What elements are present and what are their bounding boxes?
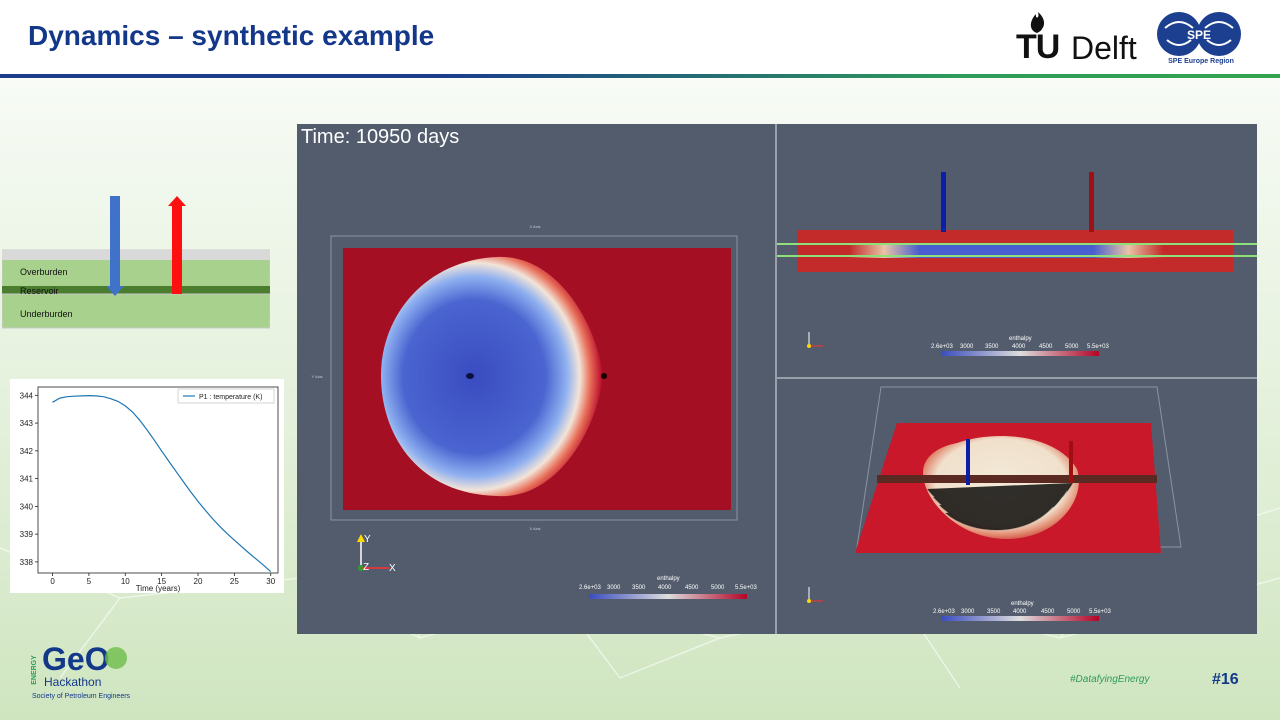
axes-triad: Y Z X (357, 534, 396, 574)
chart-plot-frame (37, 386, 279, 574)
x-tick-label: 20 (194, 577, 203, 586)
production-arrow-shaft (172, 204, 182, 294)
hashtag-text: #DatafyingEnergy (1070, 674, 1150, 685)
x-tick-label: 0 (50, 577, 55, 586)
spe-mark-text: SPE (1187, 28, 1211, 42)
series-line-p1-temperature (52, 394, 272, 573)
reservoir-section (797, 244, 1233, 258)
colorbar-tick: 5000 (1065, 344, 1079, 350)
colorbar-tick: 5.5e+03 (1087, 344, 1109, 350)
temperature-chart: 0 5 10 15 20 25 30 338 339 340 341 342 343 344 Time (y… (10, 379, 284, 593)
producer-well-3d (1069, 441, 1073, 483)
geo-energy-text: ENERGY (31, 655, 38, 685)
injector-well-marker (466, 373, 474, 379)
colorbar-left (589, 594, 747, 599)
top-axis-label: X Axis (529, 224, 540, 229)
y-tick-label: 341 (20, 475, 34, 484)
colorbar-title-top-right: enthalpy (1009, 336, 1032, 342)
layer-label-underburden: Underburden (20, 309, 73, 319)
injection-arrow-shaft (110, 196, 120, 288)
colorbar-tick: 3000 (960, 344, 974, 350)
slide-header: Dynamics – synthetic example TU Delft SP… (0, 0, 1280, 78)
tudelft-tu-text: TU (1016, 28, 1060, 66)
colorbar-tick: 3500 (632, 585, 646, 591)
colorbar-tick: 4000 (1013, 609, 1027, 615)
colorbar-tick: 2.6e+03 (933, 609, 955, 615)
fault-slab (877, 475, 1157, 483)
colorbar-tick: 2.6e+03 (579, 585, 601, 591)
tudelft-delft-text: Delft (1071, 30, 1137, 66)
colorbar-tick: 4000 (1012, 344, 1026, 350)
spe-logo: SPE (1157, 12, 1241, 56)
pane-divider-vertical[interactable] (775, 124, 777, 634)
time-label: Time: 10950 days (301, 126, 460, 148)
pane-divider-horizontal[interactable] (777, 377, 1257, 379)
colorbar-tick: 5000 (711, 585, 725, 591)
producer-well-marker (601, 373, 607, 379)
colorbar-tick: 4000 (658, 585, 672, 591)
page-number: #16 (1212, 671, 1239, 688)
temperature-chart-svg: 0 5 10 15 20 25 30 338 339 340 341 342 343 344 Time (y… (20, 386, 279, 593)
geo-hackathon-logo: ENERGY GeO Hackathon Society of Petroleu… (31, 641, 131, 700)
colorbar-tick: 4500 (1041, 609, 1055, 615)
legend-label: P1 : temperature (K) (199, 394, 262, 401)
colorbar-tick: 5.5e+03 (1089, 609, 1111, 615)
y-tick-label: 339 (20, 530, 34, 539)
colorbar-bottom-right (941, 616, 1099, 621)
cold-plume (381, 256, 603, 497)
triad-z-label: Z (363, 562, 369, 573)
production-arrow-icon (168, 196, 186, 206)
tudelft-logo: TU Delft (1016, 12, 1141, 66)
chart-legend-box (177, 388, 275, 404)
top-view-pane[interactable]: X Axis X Axis Y Axis Y Z X (297, 124, 775, 634)
colorbar-tick: 5000 (1067, 609, 1081, 615)
colorbar-top-right (941, 351, 1099, 356)
spe-caption: SPE Europe Region (1168, 58, 1234, 65)
perspective-view-pane[interactable] (777, 379, 1257, 634)
colorbar-tick: 5.5e+03 (735, 585, 757, 591)
side-view-pane[interactable] (777, 124, 1257, 377)
colorbar-tick: 4500 (685, 585, 699, 591)
injector-well (941, 172, 946, 232)
geo-name-text: GeO (42, 641, 110, 677)
axes-triad-small (807, 332, 823, 348)
x-tick-label: 5 (87, 577, 92, 586)
globe-icon (105, 647, 127, 669)
colorbar-tick: 3500 (985, 344, 999, 350)
colorbar-tick: 3500 (987, 609, 1001, 615)
colorbar-tick: 3000 (607, 585, 621, 591)
x-tick-label: 15 (157, 577, 166, 586)
colorbar-tick: 3000 (961, 609, 975, 615)
colorbar-title-bottom-right: enthalpy (1011, 601, 1034, 607)
layer-label-overburden: Overburden (20, 267, 68, 277)
geo-society-text: Society of Petroleum Engineers (32, 693, 131, 700)
x-tick-label: 25 (230, 577, 239, 586)
geo-hackathon-text: Hackathon (44, 675, 101, 689)
injection-arrow-icon (106, 286, 124, 296)
layer-label-reservoir: Reservoir (20, 286, 59, 296)
slide-title: Dynamics – synthetic example (28, 20, 435, 51)
x-tick-label: 10 (121, 577, 130, 586)
colorbar-tick: 4500 (1039, 344, 1053, 350)
triad-y-label: Y (364, 534, 371, 545)
y-tick-label: 340 (20, 502, 34, 511)
paraview-viewer[interactable]: Time: 10950 days X Axis X Axis (297, 124, 1257, 634)
y-tick-label: 344 (20, 391, 34, 400)
colorbar-tick: 2.6e+03 (931, 344, 953, 350)
colorbar-title-left: enthalpy (657, 576, 680, 582)
bottom-axis-label: X Axis (529, 526, 540, 531)
flame-icon (1030, 12, 1045, 33)
header-divider (0, 74, 1280, 78)
x-axis-label: Time (years) (136, 584, 181, 593)
y-tick-label: 338 (20, 558, 34, 567)
y-tick-label: 342 (20, 447, 34, 456)
left-axis-label: Y Axis (311, 374, 322, 379)
x-tick-label: 30 (266, 577, 275, 586)
triad-x-label: X (389, 563, 396, 574)
injector-well-3d (966, 439, 970, 485)
producer-well (1089, 172, 1094, 232)
y-tick-label: 343 (20, 419, 34, 428)
axes-triad-3d (807, 587, 823, 603)
reservoir-schematic (2, 196, 270, 329)
